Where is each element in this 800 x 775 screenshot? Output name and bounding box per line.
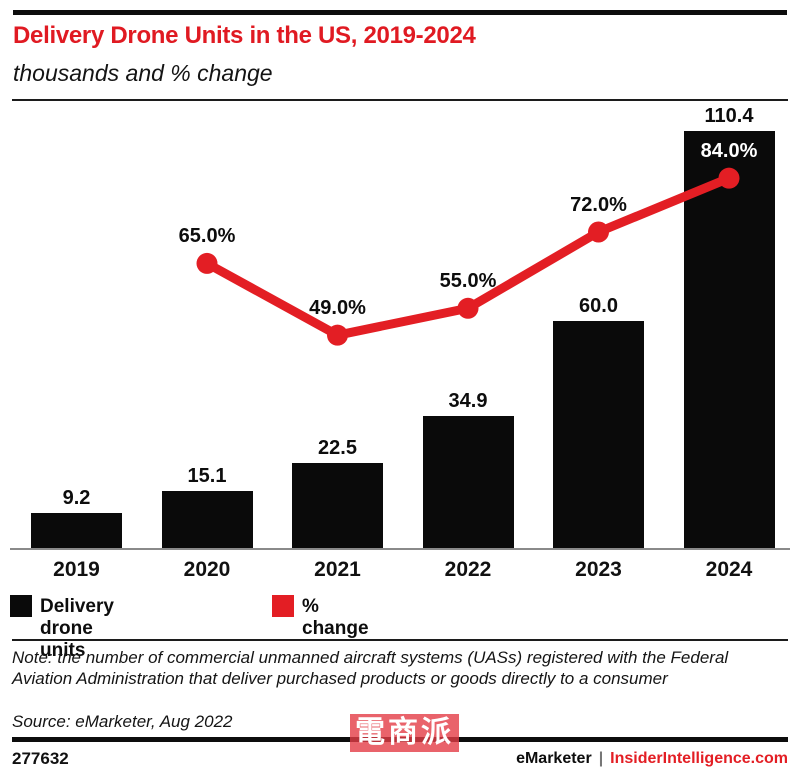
x-axis-label-2020: 2020 [183,558,231,581]
footer-brand: eMarketer | InsiderIntelligence.com [516,750,788,768]
note-text: Note: the number of commercial unmanned … [12,648,729,688]
bar-value-label-2024: 110.4 [704,104,754,127]
line-point-icon [588,221,609,243]
source-text: Source: eMarketer, Aug 2022 [12,712,233,731]
pct-change-label-2021: 49.0% [309,297,366,320]
bar-value-label-2022: 34.9 [448,390,488,413]
x-axis-line [10,548,790,550]
black-square-icon [10,595,32,617]
watermark: 電商派 [350,714,459,752]
brand-emarketer: eMarketer [516,750,592,767]
bar-value-label-2020: 15.1 [187,464,227,487]
bar-2022 [422,416,514,548]
line-point-icon [196,252,218,274]
x-axis-label-2024: 2024 [705,558,753,581]
line-point-icon [457,297,479,319]
legend-divider [12,639,788,641]
bar-value-label-2019: 9.2 [62,487,91,510]
bar-2024 [683,130,775,548]
bar-2023 [553,321,644,548]
x-axis-label-2019: 2019 [53,558,100,581]
page-title: Delivery Drone Units in the US, 2019-202… [13,22,476,49]
bar-2020 [161,490,253,548]
page-subtitle: thousands and % change [13,60,273,86]
bar-value-label-2021: 22.5 [318,436,357,459]
line-point-icon [718,167,740,189]
legend-label-bars: Delivery drone units [40,596,114,661]
bar-2019 [31,513,122,548]
chart-id: 277632 [12,749,69,768]
x-axis-label-2022: 2022 [444,558,492,581]
header-divider [12,99,788,101]
pct-change-label-2020: 65.0% [178,225,236,248]
x-axis-label-2021: 2021 [314,558,361,581]
brand-site-link: InsiderIntelligence.com [610,750,788,767]
bar-value-label-2023: 60.0 [579,295,618,318]
x-axis-label-2023: 2023 [575,558,622,581]
brand-separator: | [598,750,604,767]
header-top-rule [13,10,787,15]
pct-change-label-2024: 84.0% [700,140,758,163]
line-point-icon [327,324,348,346]
legend-label-line: % change [302,596,369,639]
pct-change-label-2022: 55.0% [439,270,497,293]
red-square-icon [272,595,294,617]
bar-2021 [292,462,383,548]
pct-change-label-2023: 72.0% [570,194,627,216]
